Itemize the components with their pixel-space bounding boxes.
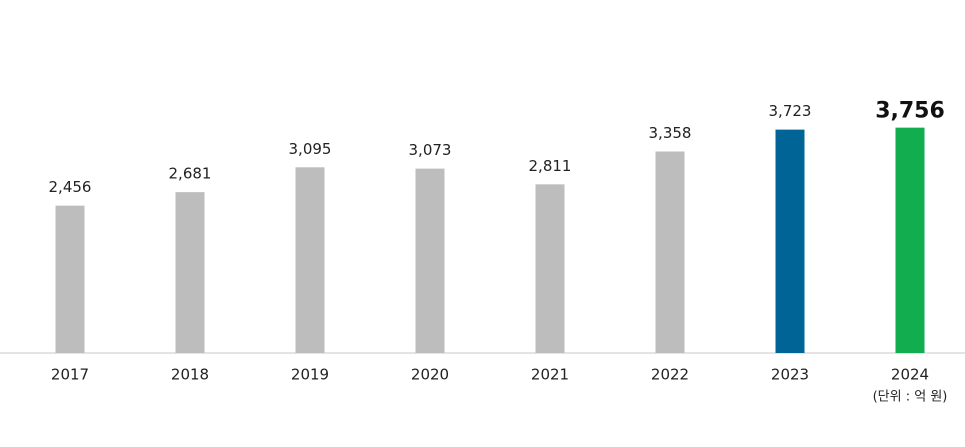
value-label: 2,456 <box>49 178 92 196</box>
x-tick-label: 2024 <box>891 366 929 384</box>
bar <box>415 168 445 353</box>
value-label: 3,073 <box>409 141 452 159</box>
x-tick-label: 2020 <box>411 366 449 384</box>
x-tick-label: 2023 <box>771 366 809 384</box>
x-tick-label: 2021 <box>531 366 569 384</box>
bar <box>895 127 925 353</box>
x-tick-label: 2022 <box>651 366 689 384</box>
x-tick-label: 2017 <box>51 366 89 384</box>
value-label: 3,756 <box>875 99 945 124</box>
bar <box>775 129 805 353</box>
bar <box>295 167 325 353</box>
bar <box>175 192 205 353</box>
x-tick-label: 2018 <box>171 366 209 384</box>
bar <box>535 184 565 353</box>
value-label: 2,811 <box>529 157 572 175</box>
unit-annotation: (단위 : 억 원) <box>873 390 948 405</box>
bar <box>55 205 85 353</box>
value-label: 2,681 <box>169 165 212 183</box>
bar <box>655 151 685 353</box>
value-label: 3,358 <box>649 124 692 142</box>
value-label: 3,095 <box>289 140 332 158</box>
x-tick-label: 2019 <box>291 366 329 384</box>
value-label: 3,723 <box>769 102 812 120</box>
